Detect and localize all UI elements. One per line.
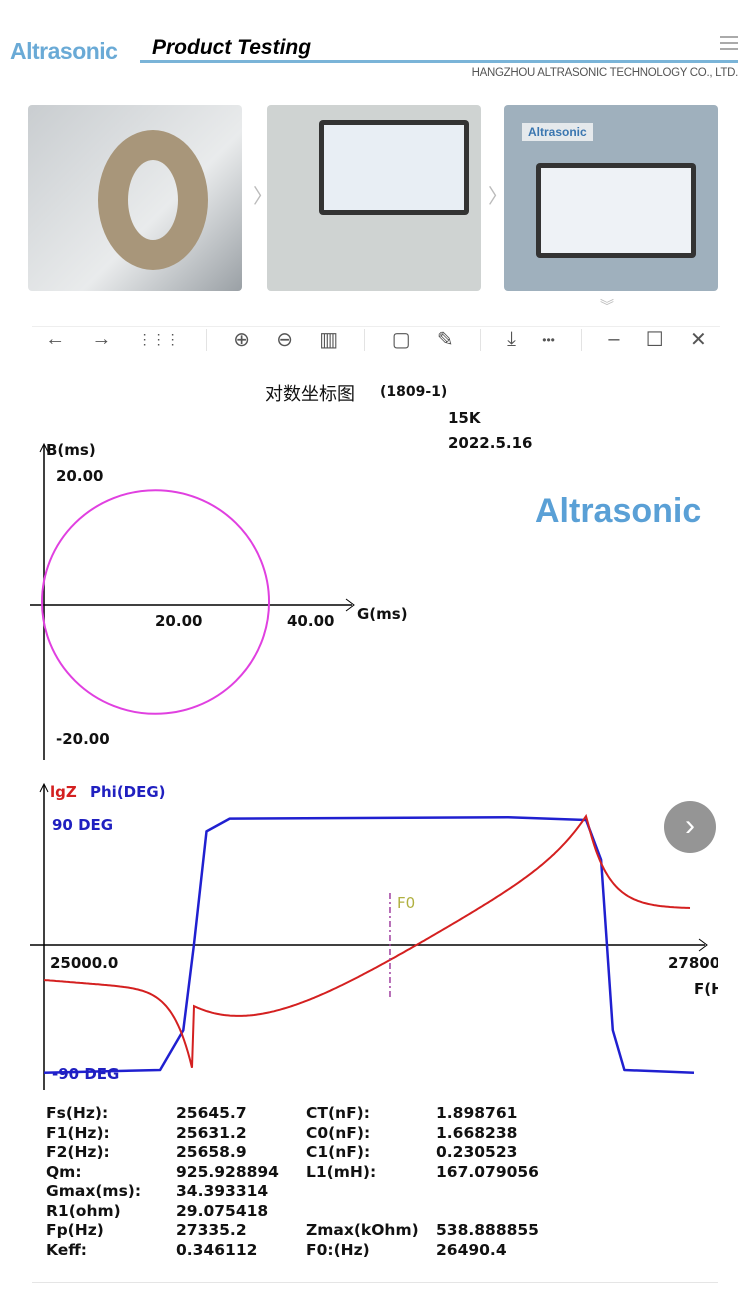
page-title: Product Testing bbox=[152, 36, 312, 59]
parameter-label bbox=[306, 1202, 436, 1222]
legend-lgz: lgZ bbox=[50, 783, 77, 801]
parameter-row: Gmax(ms): 34.393314 bbox=[46, 1182, 539, 1202]
divider bbox=[364, 328, 366, 351]
zoom-out-icon[interactable]: ⊖ bbox=[276, 329, 293, 351]
maximize-icon[interactable]: ☐ bbox=[645, 329, 664, 351]
admittance-circle bbox=[41, 489, 271, 715]
phase-tick-90: 90 DEG bbox=[52, 816, 114, 834]
parameter-row: Qm: 925.928894 L1(mH): 167.079056 bbox=[46, 1163, 539, 1183]
f-axis-label: F(Hz) bbox=[694, 980, 718, 998]
phase-curve bbox=[43, 815, 695, 1075]
g-axis-arrow bbox=[345, 598, 355, 612]
b-axis-label: B(ms) bbox=[46, 441, 96, 459]
gallery-image-2[interactable] bbox=[267, 105, 481, 291]
y-axis-arrow bbox=[39, 782, 49, 793]
chart-title: 对数坐标图 bbox=[265, 384, 355, 405]
parameter-label: C1(nF): bbox=[306, 1143, 371, 1161]
parameter-value: 1.898761 bbox=[436, 1104, 518, 1122]
parameter-value: 25631.2 bbox=[176, 1123, 247, 1142]
divider bbox=[479, 328, 481, 351]
minimize-icon[interactable]: – bbox=[608, 328, 620, 350]
parameter-value: 26490.4 bbox=[436, 1240, 507, 1259]
b-tick-label: 20.00 bbox=[56, 467, 104, 485]
parameter-label: Fp(Hz) bbox=[46, 1221, 104, 1239]
parameter-label: R1(ohm) bbox=[46, 1201, 121, 1220]
parameter-row: Keff: 0.346112 F0:(Hz) 26490.4 bbox=[46, 1241, 539, 1261]
phase-tick-minus-90: -90 DEG bbox=[52, 1065, 120, 1083]
gallery-image-1[interactable] bbox=[28, 105, 242, 291]
legend-phi: Phi(DEG) bbox=[90, 783, 166, 801]
f0-marker-label: F0 bbox=[397, 894, 416, 912]
parameter-row: Fs(Hz): 25645.7 CT(nF): 1.898761 bbox=[46, 1104, 539, 1124]
hamburger-icon[interactable] bbox=[720, 36, 738, 50]
edit-icon[interactable]: ✎ bbox=[436, 329, 454, 351]
g-axis-label: G(ms) bbox=[357, 605, 408, 623]
gallery-image-3[interactable]: Altrasonic bbox=[504, 105, 718, 291]
parameter-label: F1(Hz): bbox=[46, 1123, 110, 1142]
b-tick-label: -20.00 bbox=[56, 730, 110, 748]
image-viewer-toolbar: ← → ⋮⋮⋮ ⊕ ⊖ ▥ ▢ ✎ ⤓ ••• – ☐ ✕ bbox=[32, 326, 720, 352]
chart-date: 2022.5.16 bbox=[448, 434, 533, 452]
parameter-value: 925.928894 bbox=[176, 1162, 279, 1181]
parameter-row: F1(Hz): 25631.2 C0(nF): 1.668238 bbox=[46, 1124, 539, 1144]
g-tick-label: 20.00 bbox=[155, 612, 203, 630]
title-underline bbox=[140, 60, 738, 63]
parameter-value: 34.393314 bbox=[176, 1182, 269, 1200]
zoom-in-icon[interactable]: ⊕ bbox=[233, 329, 250, 351]
forward-icon[interactable]: → bbox=[91, 328, 112, 350]
parameter-value: 25645.7 bbox=[176, 1104, 247, 1122]
parameter-value: 1.668238 bbox=[436, 1123, 518, 1142]
parameter-label: Zmax(kOhm) bbox=[306, 1221, 419, 1239]
more-icon[interactable]: ••• bbox=[542, 332, 555, 347]
lgz-curve bbox=[43, 813, 691, 1068]
parameter-label: Fs(Hz): bbox=[46, 1104, 109, 1122]
parameter-label: L1(mH): bbox=[306, 1162, 377, 1181]
parameter-label: Keff: bbox=[46, 1240, 88, 1259]
f-tick-label: 27800 bbox=[668, 954, 718, 972]
parameter-label bbox=[306, 1182, 436, 1202]
b-axis-arrow bbox=[39, 442, 49, 453]
close-icon[interactable]: ✕ bbox=[690, 329, 707, 351]
device-brand-label: Altrasonic bbox=[522, 123, 593, 141]
f-tick-label: 25000.0 bbox=[50, 954, 119, 972]
parameter-value: 538.888855 bbox=[436, 1221, 539, 1239]
parameter-label: F0:(Hz) bbox=[306, 1240, 370, 1259]
chart-frequency: 15K bbox=[448, 409, 481, 427]
parameter-label: CT(nF): bbox=[306, 1104, 370, 1122]
rotate-icon[interactable]: ▢ bbox=[391, 329, 411, 351]
gallery-separator: 〉 bbox=[488, 186, 508, 208]
parameter-row: F2(Hz): 25658.9 C1(nF): 0.230523 bbox=[46, 1143, 539, 1163]
parameter-value: 25658.9 bbox=[176, 1143, 247, 1161]
altrasonic-logo[interactable]: Altrasonic bbox=[10, 38, 118, 64]
impedance-phase-plot bbox=[30, 782, 708, 1090]
parameter-label: Qm: bbox=[46, 1162, 82, 1181]
parameter-row: Fp(Hz) 27335.2 Zmax(kOhm) 538.888855 bbox=[46, 1221, 539, 1241]
watermark-logo: Altrasonic bbox=[535, 492, 702, 530]
parameter-value: 0.230523 bbox=[436, 1143, 518, 1161]
parameter-value: 0.346112 bbox=[176, 1240, 258, 1259]
parameter-label: F2(Hz): bbox=[46, 1143, 110, 1161]
back-icon[interactable]: ← bbox=[45, 328, 66, 350]
fit-icon[interactable]: ▥ bbox=[319, 329, 339, 351]
double-chevron-down-icon[interactable]: ︾ bbox=[600, 298, 614, 314]
f-axis-arrow bbox=[698, 938, 708, 952]
parameter-value: 27335.2 bbox=[176, 1221, 247, 1239]
divider bbox=[205, 328, 207, 351]
parameter-row: R1(ohm) 29.075418 bbox=[46, 1202, 539, 1222]
download-icon[interactable]: ⤓ bbox=[507, 328, 516, 350]
company-name: HANGZHOU ALTRASONIC TECHNOLOGY CO., LTD. bbox=[471, 67, 739, 79]
parameter-label: Gmax(ms): bbox=[46, 1182, 142, 1200]
parameter-label: C0(nF): bbox=[306, 1123, 371, 1142]
parameter-value: 29.075418 bbox=[176, 1201, 269, 1220]
admittance-plot bbox=[30, 442, 355, 760]
parameter-table: Fs(Hz): 25645.7 CT(nF): 1.898761 F1(Hz): 2563… bbox=[46, 1104, 539, 1260]
next-image-button[interactable]: › bbox=[664, 801, 716, 853]
chart-code: (1809-1) bbox=[380, 384, 448, 400]
g-tick-label: 40.00 bbox=[287, 612, 335, 630]
grid-icon[interactable]: ⋮⋮⋮ bbox=[137, 331, 180, 347]
parameter-value: 167.079056 bbox=[436, 1162, 539, 1181]
divider bbox=[581, 328, 583, 351]
divider bbox=[32, 1282, 718, 1283]
